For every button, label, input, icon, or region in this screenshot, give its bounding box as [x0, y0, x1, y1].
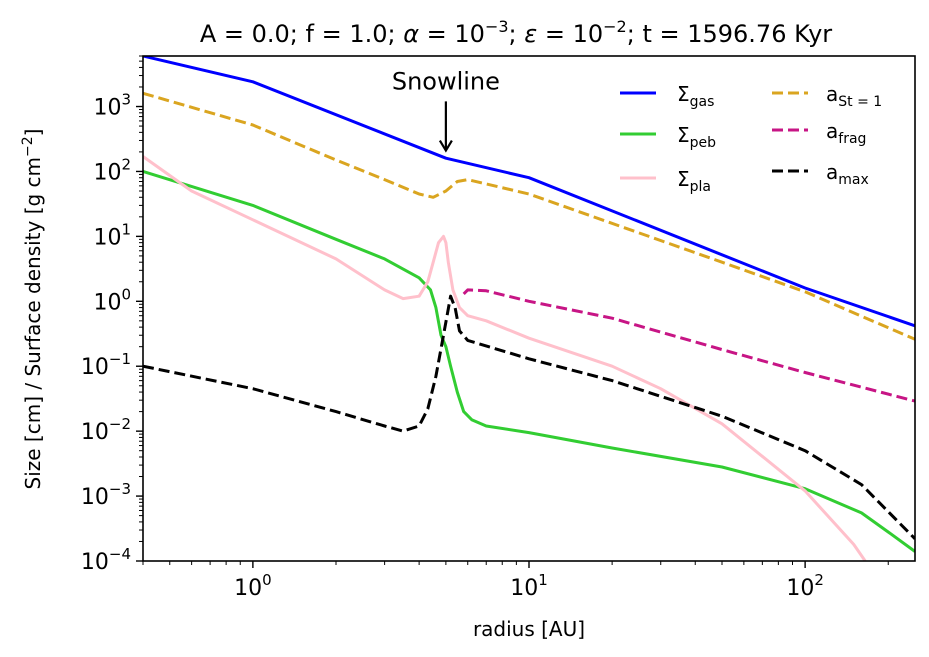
snowline-annotation: Snowline	[392, 67, 500, 153]
snowline-label: Snowline	[392, 67, 500, 95]
legend-label-sigma-gas: Σgas	[677, 82, 714, 110]
legend-label-a-st1: aSt = 1	[826, 82, 882, 110]
y-tick-label: 10−1	[81, 350, 131, 380]
plot-frame	[142, 55, 916, 562]
x-tick-label: 102	[786, 571, 824, 601]
y-tick-label: 101	[93, 220, 131, 250]
legend: Σgas Σpeb Σpla aSt = 1 afrag amax	[620, 82, 882, 195]
series-line-max	[143, 294, 915, 540]
legend-label-a-max: amax	[826, 160, 869, 188]
axis-ticks: 100 101 102 10−4 10−3 10−2 10−1 100 101 102 103	[81, 55, 889, 601]
series-line-peb	[143, 169, 915, 553]
y-tick-label: 10−2	[81, 415, 131, 445]
y-tick-label: 100	[93, 285, 131, 315]
series-line-frag	[462, 288, 915, 403]
series-line-st1	[143, 91, 915, 341]
legend-label-sigma-pla: Σpla	[677, 167, 711, 195]
snowline-arrow-head	[438, 139, 453, 153]
series-line-pla	[143, 155, 867, 561]
x-tick-label: 101	[510, 571, 548, 601]
y-tick-label: 10−3	[81, 480, 131, 510]
x-axis-label: radius [AU]	[473, 617, 585, 641]
series-line-gas	[143, 56, 915, 328]
y-tick-label: 103	[93, 91, 131, 121]
x-tick-label: 100	[234, 571, 272, 601]
y-tick-label: 102	[93, 155, 131, 185]
series-group	[143, 56, 915, 561]
legend-label-sigma-peb: Σpeb	[677, 123, 716, 151]
y-axis-label: Size [cm] / Surface density [g cm−2]	[20, 129, 45, 490]
chart-title: A = 0.0; f = 1.0; α = 10−3; ε = 10−2; t …	[200, 17, 832, 48]
legend-label-a-frag: afrag	[826, 119, 866, 147]
y-tick-label: 10−4	[81, 545, 131, 575]
